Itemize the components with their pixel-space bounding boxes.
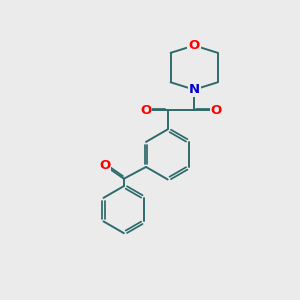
Text: O: O — [99, 159, 110, 172]
Text: O: O — [188, 39, 200, 52]
Text: O: O — [211, 104, 222, 117]
Text: N: N — [189, 83, 200, 96]
Text: O: O — [140, 104, 151, 117]
